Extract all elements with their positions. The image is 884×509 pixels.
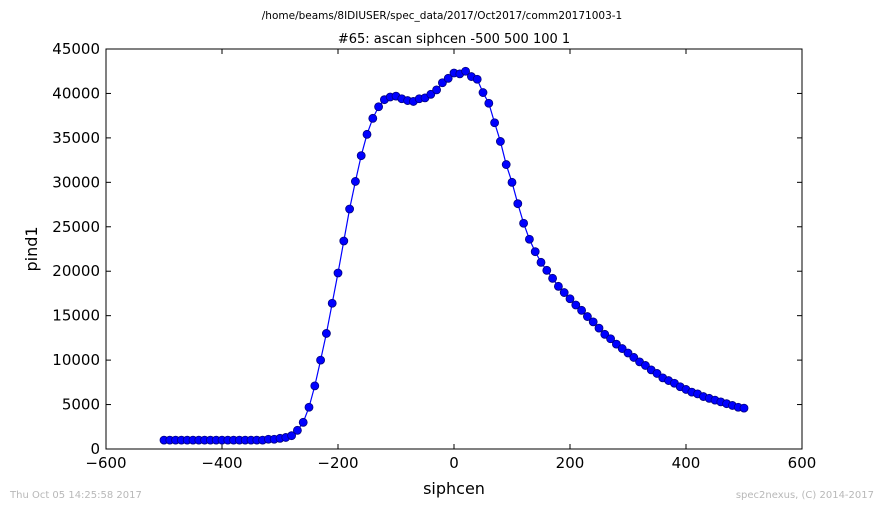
x-tick-label: 200 [556, 454, 585, 472]
data-point [362, 129, 372, 139]
data-point [356, 151, 366, 161]
data-point [350, 177, 360, 186]
data-point [600, 329, 610, 339]
data-point [583, 312, 592, 321]
data-point [577, 305, 586, 315]
x-tick-label: 400 [672, 454, 701, 472]
data-point [739, 403, 749, 413]
data-point [368, 113, 378, 123]
data-point [617, 344, 627, 353]
data-point [426, 89, 436, 99]
data-point [490, 118, 500, 128]
data-point [629, 353, 639, 362]
data-point [472, 74, 482, 84]
data-point [339, 236, 349, 246]
data-point [495, 137, 505, 146]
data-point [374, 102, 384, 112]
data-point [443, 73, 453, 83]
y-axis: 0 5000 10000 15000 20000 25000 30000 35000 40000… [52, 40, 802, 458]
data-point [292, 425, 302, 435]
x-tick-label: 0 [449, 454, 459, 472]
data-point [571, 300, 581, 310]
series-group [159, 66, 749, 445]
data-point [554, 281, 563, 291]
y-tick-label: 25000 [52, 218, 100, 236]
y-axis-label: pind1 [22, 226, 41, 271]
data-point [565, 294, 575, 304]
y-tick-label: 5000 [62, 396, 100, 414]
data-point [327, 298, 337, 308]
data-point [507, 177, 517, 187]
x-tick-label: −200 [317, 454, 358, 472]
data-point [588, 317, 598, 327]
data-point [287, 431, 297, 441]
data-point [594, 323, 604, 333]
data-point [612, 339, 621, 349]
data-point [345, 204, 355, 214]
chart-title: #65: ascan siphcen -500 500 100 1 [338, 32, 570, 47]
data-point [641, 361, 650, 370]
data-point [606, 334, 615, 344]
data-point [461, 66, 471, 76]
x-tick-label: −600 [85, 454, 126, 472]
data-point [623, 348, 633, 358]
y-tick-label: 15000 [52, 307, 100, 325]
data-point [548, 273, 557, 283]
data-point [304, 402, 314, 412]
data-point [530, 247, 540, 257]
data-point [519, 218, 528, 228]
data-point [437, 78, 447, 88]
y-tick-label: 40000 [52, 84, 100, 102]
data-point [478, 88, 488, 97]
data-point [542, 265, 552, 275]
data-point [525, 234, 534, 244]
data-point [298, 417, 308, 427]
footer-credit: spec2nexus, (C) 2014-2017 [735, 490, 874, 501]
y-tick-label: 45000 [52, 40, 100, 58]
data-point [321, 329, 331, 338]
data-point [513, 199, 523, 209]
data-point [333, 268, 343, 278]
data-point [484, 98, 494, 108]
data-point [536, 257, 546, 267]
data-point [559, 288, 569, 297]
x-tick-label: −400 [201, 454, 242, 472]
y-tick-label: 30000 [52, 173, 100, 191]
footer-timestamp: Thu Oct 05 14:25:58 2017 [10, 490, 142, 501]
x-axis-label: siphcen [423, 479, 485, 498]
data-point [316, 355, 326, 365]
suptitle: /home/beams/8IDIUSER/spec_data/2017/Oct2… [262, 10, 622, 22]
x-tick-label: 600 [788, 454, 817, 472]
y-tick-label: 35000 [52, 129, 100, 147]
plot-frame [105, 48, 803, 450]
data-point [652, 369, 662, 378]
y-tick-label: 20000 [52, 262, 100, 280]
series-line [164, 70, 745, 441]
data-point [310, 381, 320, 391]
y-tick-label: 10000 [52, 351, 100, 369]
data-point [432, 85, 442, 95]
data-point [501, 160, 511, 169]
y-tick-label: 0 [90, 440, 100, 458]
x-axis: −600 −400 −200 0 200 400 600 [85, 49, 816, 472]
